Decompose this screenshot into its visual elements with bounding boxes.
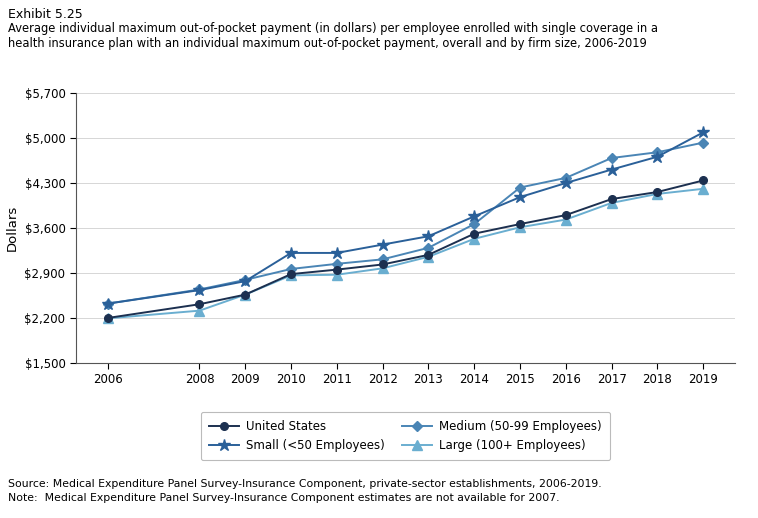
- Text: Note:  Medical Expenditure Panel Survey-Insurance Component estimates are not av: Note: Medical Expenditure Panel Survey-I…: [8, 493, 559, 503]
- Legend: United States, Small (<50 Employees), Medium (50-99 Employees), Large (100+ Empl: United States, Small (<50 Employees), Me…: [201, 412, 610, 461]
- Text: Exhibit 5.25: Exhibit 5.25: [8, 8, 83, 21]
- Y-axis label: Dollars: Dollars: [6, 205, 19, 251]
- Text: Average individual maximum out-of-pocket payment (in dollars) per employee enrol: Average individual maximum out-of-pocket…: [8, 22, 658, 50]
- Text: Source: Medical Expenditure Panel Survey-Insurance Component, private-sector est: Source: Medical Expenditure Panel Survey…: [8, 479, 601, 489]
